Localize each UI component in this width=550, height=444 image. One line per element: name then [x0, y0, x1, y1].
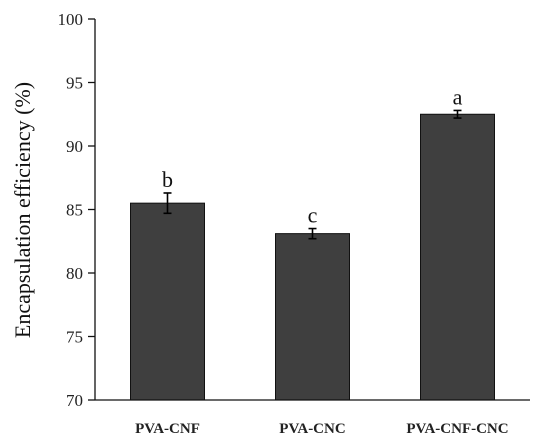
significance-letter: b — [162, 167, 173, 192]
significance-letter: a — [453, 84, 463, 109]
bars: b c a — [130, 84, 495, 401]
y-tick-label: 90 — [66, 137, 83, 156]
y-tick-label: 85 — [66, 201, 83, 220]
y-tick-label: 70 — [66, 391, 83, 410]
significance-letter: c — [308, 203, 318, 228]
x-tick-label: PVA-CNF — [135, 421, 200, 437]
x-axis: PVA-CNF PVA-CNC PVA-CNF-CNC — [95, 399, 530, 437]
y-tick-label: 75 — [66, 328, 83, 347]
bar-pva-cnf — [130, 202, 205, 401]
bar-pva-cnf-cnc — [420, 113, 495, 401]
y-axis: 70 75 80 85 90 95 100 — [58, 10, 96, 410]
x-tick-label: PVA-CNC — [279, 421, 345, 437]
y-tick-label: 100 — [58, 10, 84, 29]
y-tick-label: 80 — [66, 264, 83, 283]
y-axis-title: Encapsulation efficiency (%) — [10, 82, 35, 338]
x-tick-label: PVA-CNF-CNC — [406, 421, 508, 437]
y-tick-label: 95 — [66, 74, 83, 93]
bar-pva-cnc — [275, 233, 350, 401]
